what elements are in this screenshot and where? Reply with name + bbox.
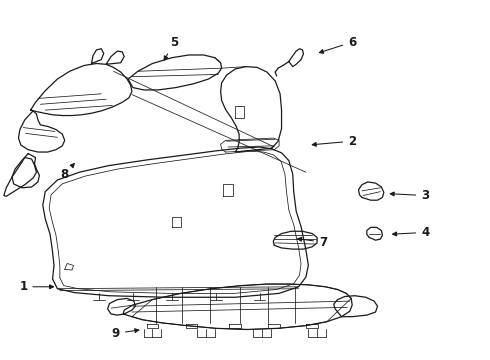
Text: 5: 5 xyxy=(164,36,178,60)
Text: 1: 1 xyxy=(19,280,53,293)
Text: 2: 2 xyxy=(312,135,356,148)
Text: 6: 6 xyxy=(319,36,356,53)
Text: 7: 7 xyxy=(297,236,327,249)
Text: 3: 3 xyxy=(390,189,429,202)
Text: 8: 8 xyxy=(61,163,74,181)
Text: 4: 4 xyxy=(392,226,429,239)
Text: 9: 9 xyxy=(112,327,139,340)
